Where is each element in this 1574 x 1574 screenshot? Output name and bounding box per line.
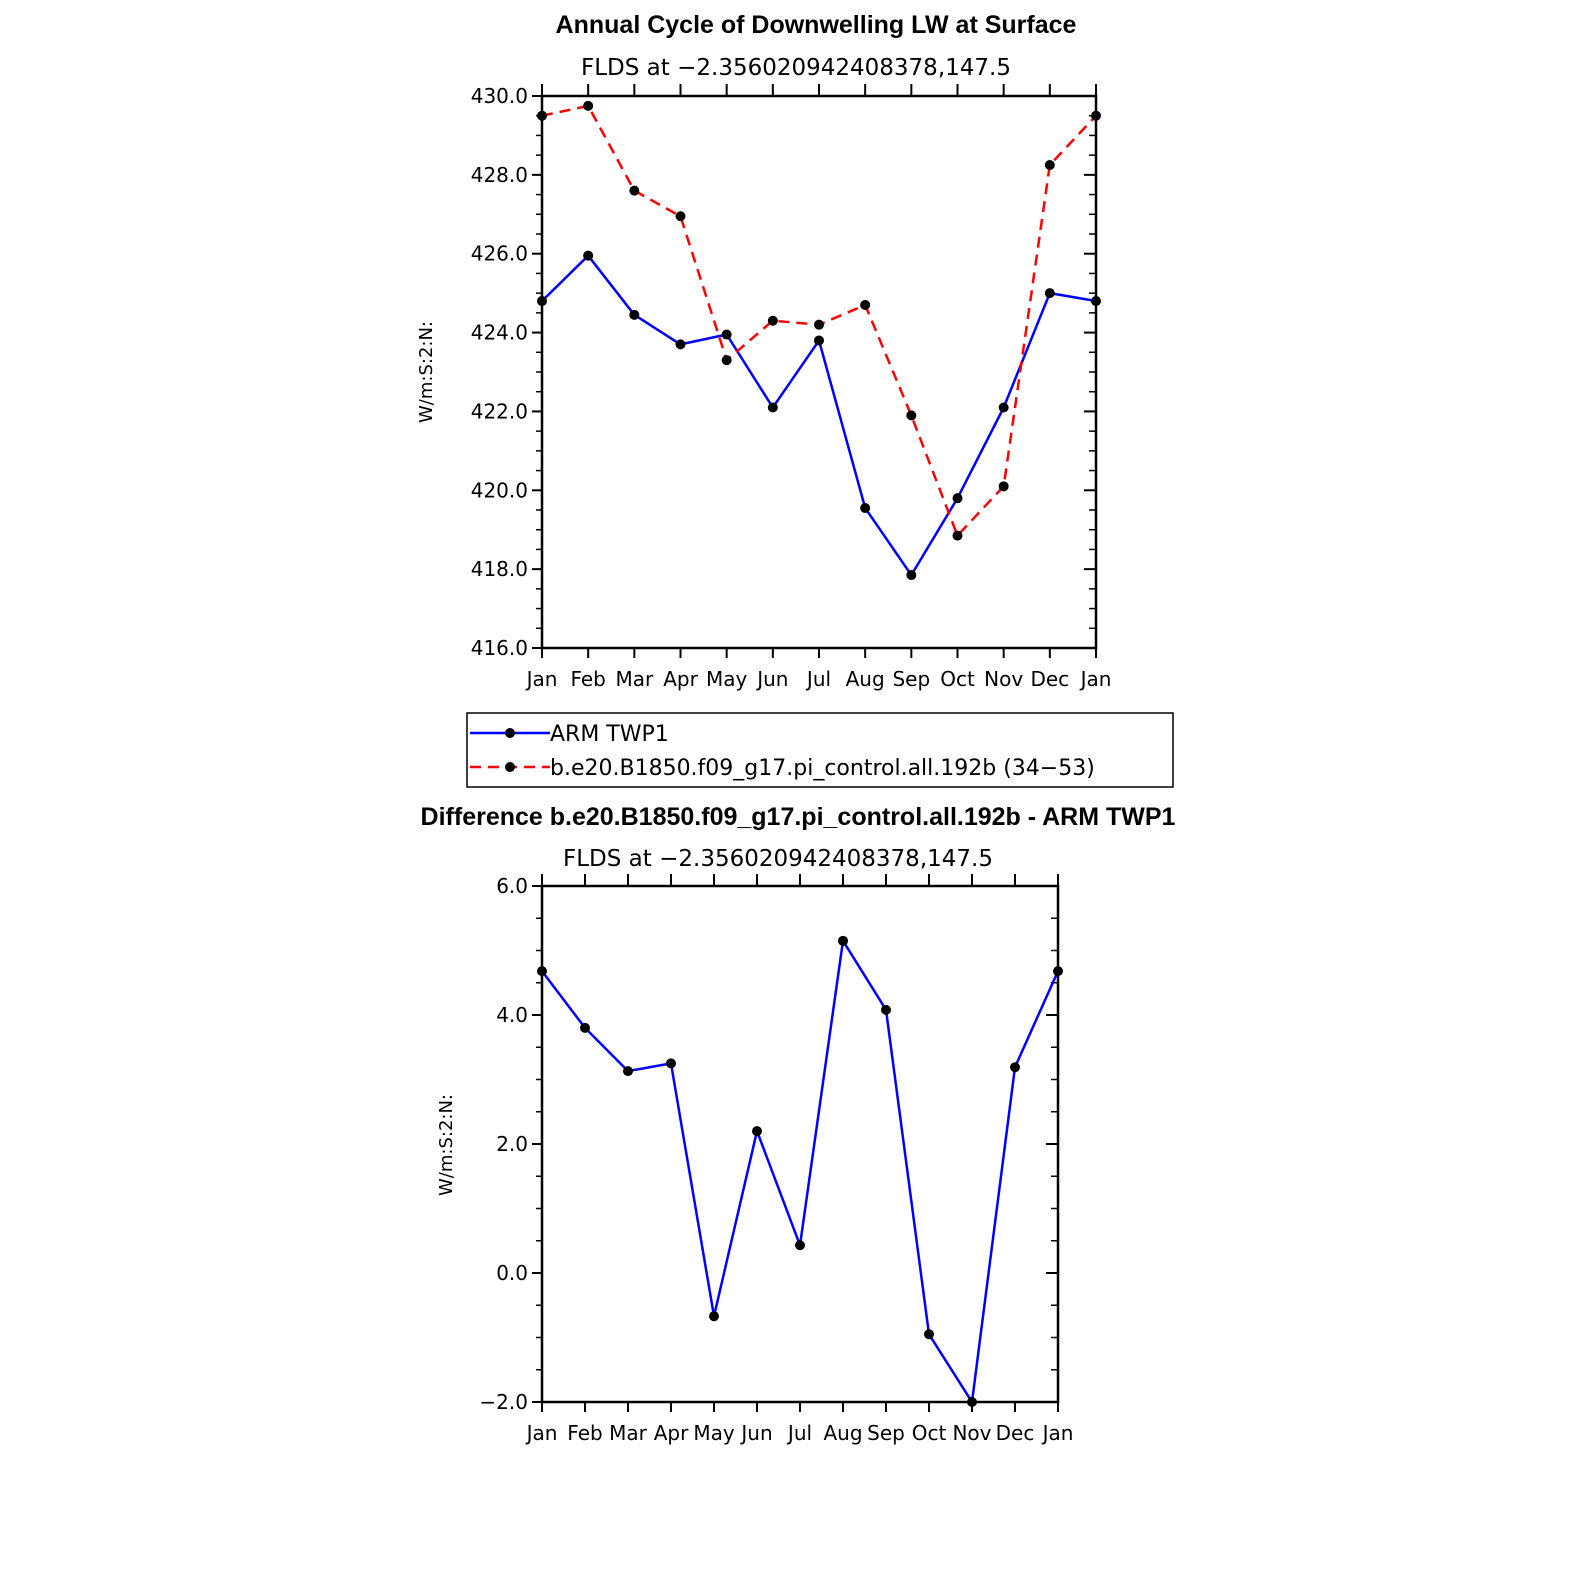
- legend: ARM TWP1 b.e20.B1850.f09_g17.pi_control.…: [466, 712, 1174, 788]
- data-point-0-11: [1044, 288, 1055, 299]
- legend-label-model: b.e20.B1850.f09_g17.pi_control.all.192b …: [550, 756, 1095, 781]
- chart-annual-cycle: Annual Cycle of Downwelling LW at Surfac…: [416, 11, 1111, 691]
- data-point-0-8: [906, 570, 917, 581]
- data-point-0-5: [767, 402, 778, 413]
- y-tick-label: 430.0: [471, 84, 528, 108]
- legend-item-model: b.e20.B1850.f09_g17.pi_control.all.192b …: [470, 756, 1095, 781]
- data-point-0-4: [709, 1311, 719, 1322]
- x-tick-label: Jan: [525, 1421, 558, 1445]
- x-tick-label: Dec: [996, 1421, 1035, 1445]
- legend-box: [466, 712, 1174, 788]
- data-point-1-9: [952, 530, 963, 541]
- data-point-0-2: [629, 309, 640, 320]
- data-point-0-1: [580, 1022, 590, 1033]
- y-tick-label: 424.0: [471, 321, 528, 345]
- y-axis-label: W/m:S:2:N:: [436, 1094, 457, 1196]
- data-point-1-3: [675, 211, 686, 222]
- y-tick-label: 6.0: [496, 874, 528, 898]
- data-point-1-4: [721, 355, 732, 366]
- data-point-1-11: [1044, 160, 1055, 170]
- x-tick-label: Mar: [609, 1421, 648, 1445]
- data-point-0-3: [666, 1058, 676, 1069]
- data-point-0-4: [721, 329, 732, 340]
- x-tick-label: May: [693, 1421, 735, 1445]
- chart-difference: Difference b.e20.B1850.f09_g17.pi_contro…: [421, 803, 1176, 1445]
- x-tick-label: Jun: [755, 667, 788, 691]
- data-point-0-7: [838, 935, 848, 946]
- x-tick-label: Aug: [846, 667, 885, 691]
- x-tick-label: Nov: [984, 667, 1023, 691]
- x-tick-label: Jul: [786, 1421, 812, 1445]
- legend-marker-arm: [505, 728, 515, 738]
- y-tick-label: 0.0: [496, 1261, 528, 1285]
- plot-area: [537, 100, 1101, 581]
- x-tick-label: Feb: [570, 667, 605, 691]
- x-tick-label: Sep: [867, 1421, 905, 1445]
- data-point-1-7: [860, 299, 871, 310]
- data-point-0-6: [814, 335, 824, 346]
- x-tick-label: Jun: [739, 1421, 772, 1445]
- x-tick-label: Sep: [892, 667, 930, 691]
- data-point-0-5: [752, 1126, 762, 1137]
- y-tick-label: 428.0: [471, 163, 528, 187]
- data-point-1-10: [998, 481, 1009, 492]
- plot-frame: [540, 884, 1060, 1404]
- data-point-0-9: [924, 1329, 934, 1340]
- data-point-0-11: [1010, 1062, 1020, 1073]
- y-tick-label: 422.0: [471, 399, 528, 423]
- x-tick-label: Nov: [952, 1421, 991, 1445]
- x-tick-label: Jan: [525, 667, 558, 691]
- data-point-1-6: [814, 319, 824, 330]
- x-axis: Jan Feb Mar Apr May Jun Jul Aug Sep Oct Nov Dec Jan: [525, 874, 1074, 1445]
- x-tick-label: Jul: [805, 667, 831, 691]
- x-tick-label: Oct: [940, 667, 975, 691]
- x-tick-label: Dec: [1030, 667, 1069, 691]
- x-axis: Jan Feb Mar Apr May Jun Jul Aug Sep Oct Nov Dec Jan: [525, 84, 1112, 691]
- plot-frame: [540, 94, 1098, 650]
- y-tick-label: 2.0: [496, 1132, 528, 1156]
- x-tick-label: Mar: [615, 667, 654, 691]
- y-axis: −2.0 0.0 2.0 4.0 6.0: [479, 874, 1058, 1414]
- x-tick-label: Jan: [1041, 1421, 1074, 1445]
- data-point-1-8: [906, 410, 917, 421]
- data-point-1-1: [583, 100, 594, 111]
- data-point-0-1: [583, 250, 594, 261]
- legend-item-arm: ARM TWP1: [470, 722, 669, 747]
- y-tick-label: 4.0: [496, 1003, 528, 1027]
- y-tick-label: 426.0: [471, 242, 528, 266]
- data-point-1-2: [629, 185, 640, 196]
- data-point-0-8: [881, 1004, 891, 1015]
- data-point-1-5: [767, 315, 778, 326]
- chart-title: Difference b.e20.B1850.f09_g17.pi_contro…: [421, 803, 1176, 831]
- x-tick-label: Aug: [823, 1421, 862, 1445]
- data-point-0-7: [860, 503, 871, 514]
- y-axis: 416.0 418.0 420.0 422.0 424.0 426.0 428.0 430.0: [471, 84, 1096, 660]
- chart-subtitle: FLDS at −2.356020942408378,147.5: [581, 55, 1011, 81]
- data-point-0-10: [998, 402, 1009, 413]
- y-tick-label: −2.0: [479, 1390, 528, 1414]
- data-point-0-3: [675, 339, 686, 350]
- y-tick-label: 416.0: [471, 636, 528, 660]
- legend-label-arm: ARM TWP1: [550, 722, 669, 747]
- y-tick-label: 418.0: [471, 557, 528, 581]
- chart-subtitle: FLDS at −2.356020942408378,147.5: [563, 846, 993, 872]
- x-tick-label: Feb: [567, 1421, 602, 1445]
- x-tick-label: Apr: [663, 667, 698, 691]
- x-tick-label: May: [706, 667, 748, 691]
- data-point-0-6: [795, 1240, 805, 1251]
- series-line-0: [541, 939, 1060, 1404]
- x-tick-label: Apr: [654, 1421, 689, 1445]
- plot-area: [537, 935, 1063, 1407]
- y-tick-label: 420.0: [471, 478, 528, 502]
- data-point-0-2: [623, 1066, 633, 1077]
- legend-marker-model: [505, 762, 515, 772]
- chart-title: Annual Cycle of Downwelling LW at Surfac…: [556, 11, 1077, 39]
- x-tick-label: Jan: [1079, 667, 1112, 691]
- x-tick-label: Oct: [912, 1421, 947, 1445]
- y-axis-label: W/m:S:2:N:: [416, 321, 437, 423]
- data-point-0-9: [952, 493, 963, 504]
